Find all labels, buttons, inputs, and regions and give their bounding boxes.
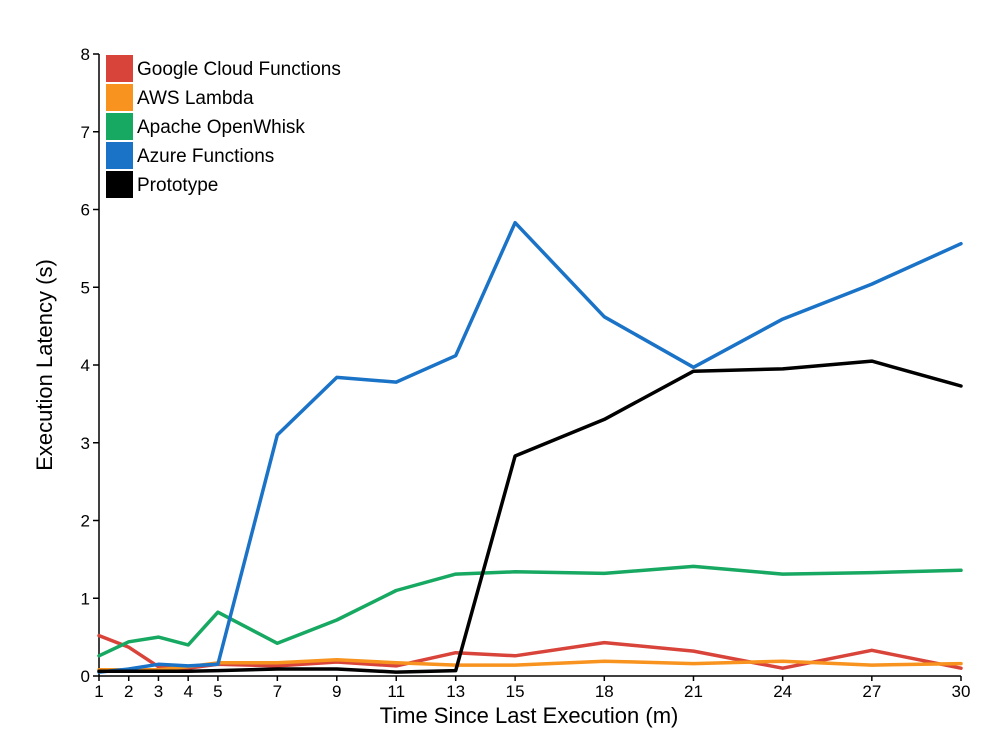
legend: Google Cloud Functions AWS Lambda Apache O… xyxy=(106,55,341,198)
x-tick-label: 5 xyxy=(213,682,222,701)
legend-swatch-google-cloud-functions xyxy=(106,55,133,82)
y-tick-label: 8 xyxy=(81,45,90,64)
y-tick-label: 2 xyxy=(81,512,90,531)
x-tick-label: 1 xyxy=(94,682,103,701)
series-line-aws-lambda xyxy=(97,657,963,672)
x-tick-label: 24 xyxy=(773,682,792,701)
y-tick-label: 3 xyxy=(81,434,90,453)
x-ticks: 1 2 3 4 5 7 9 11 13 15 18 21 24 27 30 xyxy=(94,676,970,701)
x-tick-label: 9 xyxy=(332,682,341,701)
legend-swatch-prototype xyxy=(106,171,133,198)
y-tick-label: 7 xyxy=(81,123,90,142)
legend-label-azure-functions: Azure Functions xyxy=(137,146,274,167)
legend-label-apache-openwhisk: Apache OpenWhisk xyxy=(137,117,305,138)
series-line-prototype xyxy=(97,359,963,674)
y-tick-label: 1 xyxy=(81,589,90,608)
x-axis-title: Time Since Last Execution (m) xyxy=(380,703,679,728)
y-tick-label: 0 xyxy=(81,667,90,686)
x-tick-label: 3 xyxy=(154,682,163,701)
x-tick-label: 13 xyxy=(446,682,465,701)
y-tick-label: 5 xyxy=(81,278,90,297)
y-axis-title: Execution Latency (s) xyxy=(32,259,57,471)
series-line-azure-functions xyxy=(97,220,963,674)
y-tick-label: 6 xyxy=(81,201,90,220)
x-tick-label: 4 xyxy=(183,682,192,701)
x-tick-label: 2 xyxy=(124,682,133,701)
legend-label-google-cloud-functions: Google Cloud Functions xyxy=(137,59,341,80)
legend-swatch-apache-openwhisk xyxy=(106,113,133,140)
legend-swatch-aws-lambda xyxy=(106,84,133,111)
x-tick-label: 21 xyxy=(684,682,703,701)
legend-label-aws-lambda: AWS Lambda xyxy=(137,88,254,109)
legend-swatch-azure-functions xyxy=(106,142,133,169)
y-tick-label: 4 xyxy=(81,356,90,375)
x-tick-label: 11 xyxy=(387,682,405,701)
y-ticks: 0 1 2 3 4 5 6 7 8 xyxy=(81,45,99,686)
x-tick-label: 30 xyxy=(952,682,971,701)
x-tick-label: 18 xyxy=(595,682,614,701)
x-tick-label: 15 xyxy=(506,682,525,701)
series-line-apache-openwhisk xyxy=(97,564,963,658)
series-lines xyxy=(97,220,963,674)
x-tick-label: 27 xyxy=(862,682,881,701)
x-tick-label: 7 xyxy=(273,682,282,701)
legend-label-prototype: Prototype xyxy=(137,175,218,196)
